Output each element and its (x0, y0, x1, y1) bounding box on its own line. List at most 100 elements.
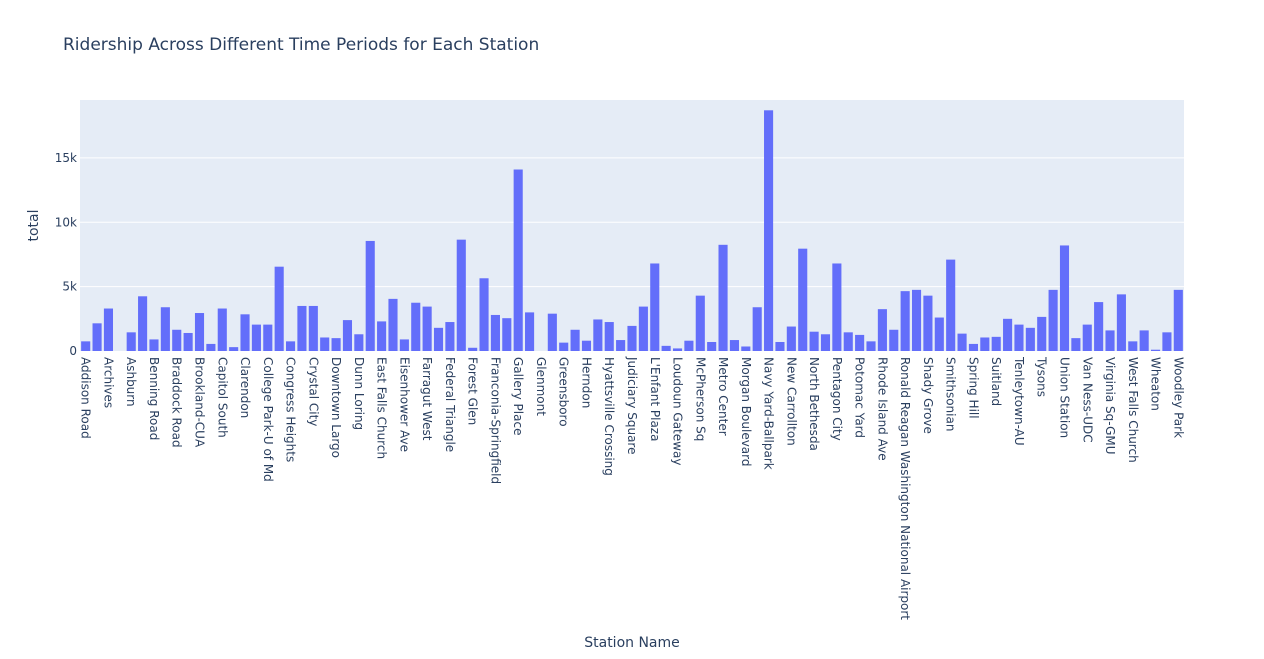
x-tick-label: L'Enfant Plaza (648, 357, 662, 441)
bar (342, 320, 353, 351)
bar (502, 318, 512, 351)
x-tick-label: McPherson Sq (693, 357, 707, 441)
bar (1037, 316, 1047, 351)
x-tick-label: Rhode Island Ave (875, 357, 889, 461)
bar (433, 327, 444, 351)
bar (900, 291, 910, 351)
bar (1059, 245, 1070, 351)
bar (513, 169, 523, 351)
x-tick-label: Metro Center (716, 357, 730, 436)
bar (684, 340, 694, 351)
bar (672, 348, 683, 351)
bar (991, 336, 1001, 351)
x-tick-label: Addison Road (79, 357, 93, 439)
x-tick-label: Braddock Road (170, 357, 184, 448)
bar (308, 305, 318, 351)
bar (263, 324, 273, 351)
bar (980, 337, 990, 351)
bar (775, 341, 785, 351)
bar (752, 307, 762, 351)
bars (81, 110, 1183, 351)
x-tick-label: Tysons (1035, 356, 1049, 397)
bar (468, 347, 478, 351)
bar (1082, 324, 1092, 351)
bar (877, 309, 887, 351)
x-tick-label: Shady Grove (921, 357, 935, 434)
bar (798, 248, 808, 351)
bar (729, 340, 739, 351)
bar (206, 343, 216, 351)
bar (479, 278, 489, 351)
bar (707, 341, 717, 351)
y-tick-label: 5k (62, 280, 77, 294)
chart-title: Ridership Across Different Time Periods … (63, 35, 539, 55)
x-tick-label: Franconia-Springfield (488, 357, 502, 484)
bar (820, 334, 831, 351)
bar (160, 307, 170, 351)
bar (1003, 318, 1013, 351)
bar (809, 331, 819, 351)
x-tick-label: Downtown Largo (329, 357, 343, 458)
x-tick-label: Forest Glen (466, 357, 480, 425)
bar (843, 332, 853, 351)
bar (149, 339, 159, 351)
x-tick-label: Judiciary Square (625, 356, 639, 454)
x-tick-label: Archives (101, 357, 115, 408)
bar (525, 312, 535, 351)
bar (866, 341, 876, 351)
bar (286, 341, 296, 351)
x-tick-label: Woodley Park (1171, 357, 1185, 438)
bar (183, 332, 193, 351)
x-tick-label: Ashburn (124, 357, 138, 407)
x-tick-label: Ronald Reagan Washington National Airpor… (898, 357, 912, 620)
bar (593, 319, 603, 351)
x-tick-label: Van Ness-UDC (1080, 357, 1094, 443)
bar (297, 305, 307, 351)
bar (388, 298, 398, 351)
bar (923, 295, 933, 351)
x-tick-label: Dunn Loring (352, 357, 366, 430)
x-tick-label: Hyattsville Crossing (602, 357, 616, 476)
y-tick-label: 15k (55, 151, 77, 165)
bar (911, 289, 922, 351)
x-tick-label: Greensboro (557, 357, 571, 427)
gridlines (80, 157, 1184, 288)
bar (240, 314, 250, 351)
bar (1048, 289, 1058, 351)
x-tick-label: Gallery Place (511, 357, 525, 435)
bar (855, 334, 865, 351)
x-tick-label: Glenmont (534, 357, 548, 416)
x-tick-label: Spring Hill (966, 357, 980, 419)
x-tick-label: New Carrollton (784, 357, 798, 446)
bar (217, 308, 227, 351)
x-tick-label: Suitland (989, 357, 1003, 406)
bar (570, 329, 580, 351)
bar (1162, 332, 1172, 351)
bar (604, 322, 614, 351)
bar (616, 340, 626, 351)
bar (718, 244, 728, 351)
bar (365, 240, 375, 351)
x-tick-label: Tenleytown-AU (1012, 356, 1026, 446)
bar (1094, 302, 1104, 351)
x-tick-label: Clarendon (238, 357, 252, 418)
x-tick-label: West Falls Church (1126, 357, 1140, 463)
bar (229, 347, 239, 351)
bar (764, 110, 774, 351)
bar (1150, 349, 1161, 351)
bar (331, 338, 341, 351)
x-tick-label: Potomac Yard (853, 357, 867, 438)
x-tick-label: Herndon (579, 357, 593, 408)
bar (661, 345, 671, 351)
bar (627, 325, 637, 351)
bar (832, 263, 842, 351)
bar (81, 341, 91, 351)
x-tick-label: Crystal City (306, 357, 320, 426)
x-tick-label: Union Station (1057, 357, 1071, 438)
x-tick-label: Morgan Boulevard (739, 357, 753, 467)
bar (638, 306, 648, 351)
bar (968, 343, 978, 351)
x-tick-label: Wheaton (1149, 357, 1163, 411)
bar (1116, 294, 1126, 351)
